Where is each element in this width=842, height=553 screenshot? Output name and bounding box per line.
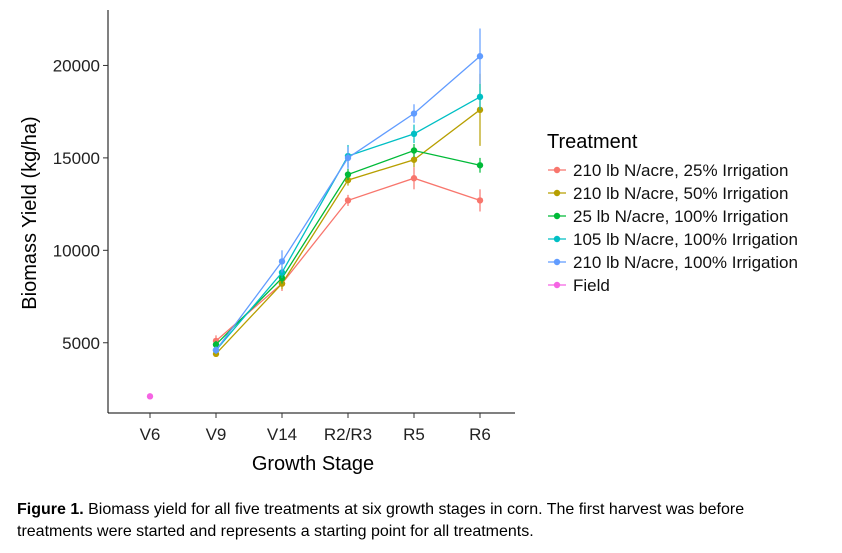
- x-tick-label: R6: [469, 425, 491, 444]
- series-6: [146, 393, 154, 400]
- data-point: [476, 93, 484, 101]
- series-layer: [146, 28, 484, 400]
- legend-label: 25 lb N/acre, 100% Irrigation: [573, 207, 788, 226]
- data-point: [344, 197, 352, 204]
- x-tick-label: R2/R3: [324, 425, 372, 444]
- x-tick-label: V6: [140, 425, 161, 444]
- data-point: [410, 130, 418, 138]
- data-point: [476, 106, 484, 114]
- data-point: [410, 156, 418, 163]
- data-point: [476, 53, 484, 60]
- y-tick-label: 10000: [53, 241, 100, 260]
- legend-label: Field: [573, 276, 610, 295]
- chart: 5000 10000 15000 20000 V6 V9 V14 R2/R3 R5 R6 Trea…: [19, 10, 798, 475]
- data-point: [410, 147, 418, 154]
- figure-caption: Figure 1. Biomass yield for all five tre…: [17, 499, 817, 543]
- legend-label: 105 lb N/acre, 100% Irrigation: [573, 230, 798, 249]
- legend-label: 210 lb N/acre, 100% Irrigation: [573, 253, 798, 272]
- axes: 5000 10000 15000 20000 V6 V9 V14 R2/R3 R5 R6: [53, 10, 515, 444]
- x-tick-label: R5: [403, 425, 425, 444]
- y-axis-title: Biomass Yield (kg/ha): [19, 116, 41, 309]
- series-5: [212, 28, 484, 354]
- data-point: [410, 110, 418, 117]
- data-point: [146, 393, 154, 400]
- x-axis-title: Growth Stage: [252, 453, 374, 475]
- legend-item: 210 lb N/acre, 50% Irrigation: [548, 184, 788, 203]
- caption-label: Figure 1.: [17, 501, 84, 518]
- legend: Treatment 210 lb N/acre, 25% Irrigation 21…: [547, 131, 798, 295]
- data-point: [410, 175, 418, 182]
- y-tick-label: 20000: [53, 56, 100, 75]
- legend-key-point: [553, 235, 561, 243]
- data-point: [476, 197, 484, 204]
- legend-key-point: [553, 212, 561, 220]
- y-tick-label: 5000: [62, 334, 100, 353]
- data-point: [344, 154, 352, 162]
- caption-text: Biomass yield for all five treatments at…: [17, 501, 745, 540]
- legend-item: 210 lb N/acre, 100% Irrigation: [548, 253, 798, 272]
- series-3: [212, 144, 484, 349]
- y-tick-label: 15000: [53, 149, 100, 168]
- legend-item: Field: [548, 276, 610, 295]
- x-tick-label: V14: [267, 425, 297, 444]
- series-2: [212, 73, 484, 358]
- data-point: [212, 341, 220, 348]
- data-point: [212, 346, 220, 354]
- legend-key-point: [553, 189, 561, 197]
- data-point: [476, 162, 484, 169]
- series-1: [212, 167, 484, 347]
- legend-label: 210 lb N/acre, 25% Irrigation: [573, 161, 788, 180]
- legend-key-point: [553, 281, 561, 289]
- legend-title: Treatment: [547, 131, 638, 153]
- legend-item: 25 lb N/acre, 100% Irrigation: [548, 207, 788, 226]
- legend-item: 210 lb N/acre, 25% Irrigation: [548, 161, 788, 180]
- legend-key-point: [553, 258, 561, 266]
- legend-label: 210 lb N/acre, 50% Irrigation: [573, 184, 788, 203]
- x-tick-label: V9: [206, 425, 227, 444]
- legend-item: 105 lb N/acre, 100% Irrigation: [548, 230, 798, 249]
- data-point: [278, 258, 286, 265]
- legend-key-point: [553, 166, 561, 174]
- data-point: [344, 171, 352, 178]
